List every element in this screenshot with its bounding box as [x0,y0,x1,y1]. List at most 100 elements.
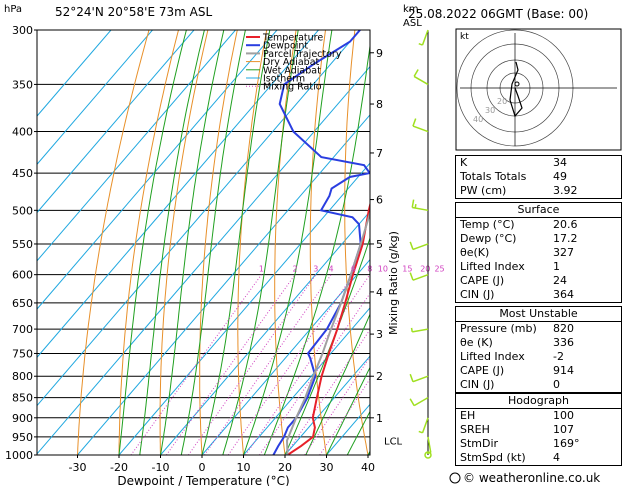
dry-adiabat-line [159,30,209,455]
wet-adiabat-line [263,42,370,455]
mixing-ratio-label: 4 [329,265,334,274]
wet-adiabat-line [180,30,246,455]
km-tick-label: 6 [376,194,383,207]
mu-value: -2 [553,350,564,363]
legend-label: Mixing Ratio [263,82,322,93]
dry-adiabat-line [344,30,369,455]
hodograph-frame [455,28,622,151]
hodo-stats-value: 100 [553,409,574,422]
legend-label: Temperature [262,33,323,44]
wind-barb [418,29,429,46]
pressure-tick-label: 600 [12,269,33,282]
mixing-ratio-line [319,378,370,455]
index-value: 34 [553,156,567,169]
mixing-ratio-line [187,274,317,455]
wet-adiabat-line [201,30,271,455]
surface-value: 364 [553,288,574,301]
mu-label: CIN (J) [460,378,495,391]
wind-barb [409,272,429,281]
km-tick-label: 7 [376,147,383,160]
wind-barb [418,417,429,434]
wind-barb [413,69,429,86]
surface-label: Dewp (°C) [460,232,517,245]
pressure-tick-label: 400 [12,126,33,139]
isotherm-line [37,30,153,166]
wind-barb [409,241,429,251]
pressure-tick-label: 300 [12,24,33,37]
wet-adiabat-line [139,30,205,455]
isotherm-line [201,258,370,455]
km-tick-label: 3 [376,328,383,341]
pressure-tick-label: 550 [12,238,33,251]
legend-label: Dewpoint [263,41,308,52]
wind-barb [410,327,429,333]
mu-value: 336 [553,336,574,349]
temperature-tick-label: -10 [152,461,170,474]
mu-title: Most Unstable [456,307,621,322]
dry-adiabat-line [410,30,451,455]
km-tick-label: 1 [376,412,383,425]
mu-value: 914 [553,364,574,377]
mixing-ratio-axis-title: Mixing Ratio (g/kg) [387,231,400,335]
isotherm-line [118,162,370,455]
isotherm-line [37,65,370,455]
isotherm-line [243,307,370,455]
surface-label: CIN (J) [460,288,495,301]
wet-adiabat-line [160,30,225,455]
wet-adiabat-line [222,30,299,455]
dry-adiabat-line [199,30,238,455]
mu-label: CAPE (J) [460,364,505,377]
surface-label: Lifted Index [460,260,525,273]
surface-value: 24 [553,274,567,287]
wet-adiabat-line [326,366,370,455]
pressure-tick-label: 700 [12,323,33,336]
pressure-tick-label: 450 [12,167,33,180]
hodograph-ring-label: 40 [473,115,483,124]
mu-value: 0 [553,378,560,391]
hodograph-stats-table: Hodograph EH 100 SREH 107 StmDir 169° StmSp… [455,393,622,466]
most-unstable-table: Most Unstable Pressure (mb) 820 θe (K) 336… [455,306,622,393]
isotherm-line [37,30,195,214]
pressure-tick-label: 650 [12,297,33,310]
pressure-tick-label: 800 [12,370,33,383]
km-tick-label: 2 [376,370,383,383]
pressure-tick-label: 350 [12,78,33,91]
x-axis-title: Dewpoint / Temperature (°C) [117,474,289,486]
dry-adiabat-line [77,30,150,455]
temperature-tick-label: 0 [199,461,206,474]
index-label: Totals Totals [460,170,527,183]
hodo-stats-value: 169° [553,437,580,450]
temperature-tick-label: 20 [278,461,292,474]
lcl-label: LCL [384,437,403,448]
asl-unit-label: ASL [403,18,422,29]
surface-table: Surface Temp (°C) 20.6 Dewp (°C) 17.2 θe(K… [455,202,622,303]
surface-label: θe(K) [460,246,490,259]
km-unit-label: km [403,4,419,15]
copyright-label: © weatheronline.co.uk [463,471,600,485]
pressure-tick-label: 950 [12,431,33,444]
mixing-ratio-line [227,274,354,455]
wind-barb [411,199,429,212]
wind-barb [409,373,429,383]
isotherm-line [37,30,236,262]
surface-value: 20.6 [553,218,578,231]
pressure-unit-label: hPa [4,4,22,15]
surface-value: 1 [553,260,560,273]
hodograph-ring-label: 20 [497,97,507,106]
isotherm-line [37,30,278,310]
wind-barb [424,451,432,459]
temperature-tick-label: -30 [69,461,87,474]
temperature-tick-label: -20 [110,461,128,474]
pressure-tick-label: 900 [12,412,33,425]
hodo-stats-value: 4 [553,451,560,464]
pressure-tick-label: 1000 [5,449,33,462]
plot-area [37,30,451,455]
dry-adiabat-line [118,30,179,455]
dry-adiabat-line [237,30,268,455]
plot-frame [36,29,371,456]
temperature-tick-label: 10 [237,461,251,474]
isotherm-line [77,114,370,455]
mixing-ratio-label: 15 [402,265,412,274]
